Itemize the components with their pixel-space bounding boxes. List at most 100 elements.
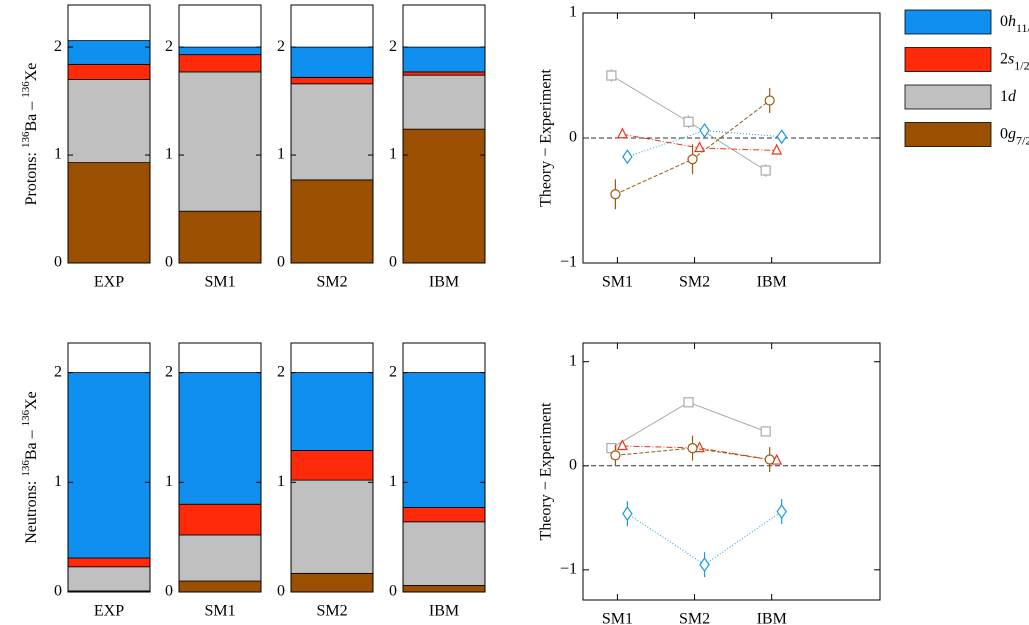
bar-segment xyxy=(178,580,262,593)
plot-frame xyxy=(582,342,881,601)
y-tick-label: 2 xyxy=(277,363,285,380)
y-tick-label: 1 xyxy=(277,473,285,490)
legend-swatch xyxy=(904,9,992,35)
plot-frame xyxy=(290,342,374,593)
bar-segment xyxy=(290,46,374,78)
bar-segment xyxy=(290,76,374,85)
bar-segment xyxy=(402,128,486,264)
y-tick-label: 1 xyxy=(54,146,62,163)
x-tick-label: SM2 xyxy=(679,274,710,291)
plot-frame xyxy=(178,4,262,264)
plot-frame xyxy=(178,342,262,593)
bar-segment xyxy=(67,566,151,592)
plot-frame xyxy=(290,4,374,264)
bar-segment xyxy=(290,572,374,593)
y-tick-label: 2 xyxy=(277,38,285,55)
marker xyxy=(616,439,628,451)
bar-segment xyxy=(402,507,486,523)
bar-segment xyxy=(178,210,262,264)
x-tick-label: SM1 xyxy=(602,611,633,625)
y-tick-label: 2 xyxy=(389,38,397,55)
marker xyxy=(776,129,787,145)
y-axis-label: Neutrons: 136Ba – 136Xe xyxy=(20,391,40,544)
marker xyxy=(694,141,706,153)
plot-frame xyxy=(582,12,881,264)
series-line xyxy=(615,447,770,461)
marker xyxy=(687,154,698,165)
y-tick-label: 1 xyxy=(165,146,173,163)
bar-segment xyxy=(178,534,262,582)
y-tick-label: 0 xyxy=(277,254,285,271)
bar-segment xyxy=(402,585,486,593)
bar-segment xyxy=(402,372,486,508)
marker xyxy=(764,95,775,106)
bar-segment xyxy=(402,46,486,73)
y-tick-label: 0 xyxy=(389,583,397,600)
bar-segment xyxy=(290,450,374,481)
marker xyxy=(622,149,633,165)
bar-segment xyxy=(67,40,151,65)
y-tick-label: 0 xyxy=(165,583,173,600)
y-tick-label: −1 xyxy=(560,254,577,271)
bar-segment xyxy=(178,54,262,73)
y-axis-label: Theory − Experiment xyxy=(538,69,555,207)
marker xyxy=(606,70,617,81)
y-axis-label: Theory − Experiment xyxy=(538,402,555,540)
marker xyxy=(687,442,698,454)
y-tick-label: 0 xyxy=(569,129,577,146)
legend-label: 2s1/2 xyxy=(1000,50,1029,72)
bar-segment xyxy=(178,71,262,212)
bar-segment xyxy=(290,179,374,264)
bar-segment xyxy=(290,83,374,181)
marker xyxy=(699,122,710,139)
bar-segment xyxy=(178,46,262,56)
x-tick-label: SM2 xyxy=(316,274,347,291)
marker xyxy=(616,127,628,139)
x-tick-label: SM2 xyxy=(316,603,347,620)
legend-label: 0h11/2 xyxy=(1000,13,1029,35)
x-tick-label: IBM xyxy=(429,603,459,620)
y-tick-label: 0 xyxy=(54,254,62,271)
y-tick-label: 2 xyxy=(54,363,62,380)
marker xyxy=(622,506,633,522)
plot-frame xyxy=(402,342,486,593)
bar-segment xyxy=(67,372,151,559)
marker xyxy=(776,504,787,520)
legend-swatch xyxy=(904,47,992,72)
bar-segment xyxy=(402,71,486,76)
bar-segment xyxy=(402,74,486,130)
bar-segment xyxy=(67,63,151,80)
y-tick-label: 0 xyxy=(569,456,577,473)
series-line xyxy=(627,511,782,566)
marker xyxy=(610,450,621,461)
bar-segment xyxy=(67,162,151,264)
x-tick-label: IBM xyxy=(757,274,787,291)
x-tick-label: IBM xyxy=(429,274,459,291)
y-tick-label: 0 xyxy=(277,583,285,600)
bar-segment xyxy=(178,372,262,505)
y-axis-label: Protons: 136Ba – 136Xe xyxy=(20,63,40,206)
marker xyxy=(760,165,771,176)
y-tick-label: 1 xyxy=(165,473,173,490)
plot-frame xyxy=(402,4,486,264)
bar-segment xyxy=(402,521,486,586)
y-tick-label: 2 xyxy=(54,38,62,55)
bar-segment xyxy=(67,79,151,164)
x-tick-label: SM1 xyxy=(204,603,235,620)
marker xyxy=(610,189,621,200)
y-tick-label: 1 xyxy=(277,146,285,163)
y-tick-label: 0 xyxy=(54,583,62,600)
y-tick-label: 0 xyxy=(165,254,173,271)
x-tick-label: SM2 xyxy=(679,611,710,625)
y-tick-label: 2 xyxy=(165,38,173,55)
bar-segment xyxy=(178,503,262,536)
bar-segment xyxy=(67,557,151,568)
x-tick-label: EXP xyxy=(94,603,124,620)
x-tick-label: SM1 xyxy=(204,274,235,291)
y-tick-label: 1 xyxy=(569,4,577,21)
y-tick-label: 1 xyxy=(389,146,397,163)
y-tick-label: 2 xyxy=(165,363,173,380)
marker xyxy=(683,397,694,408)
legend-label: 1d xyxy=(1000,88,1017,105)
